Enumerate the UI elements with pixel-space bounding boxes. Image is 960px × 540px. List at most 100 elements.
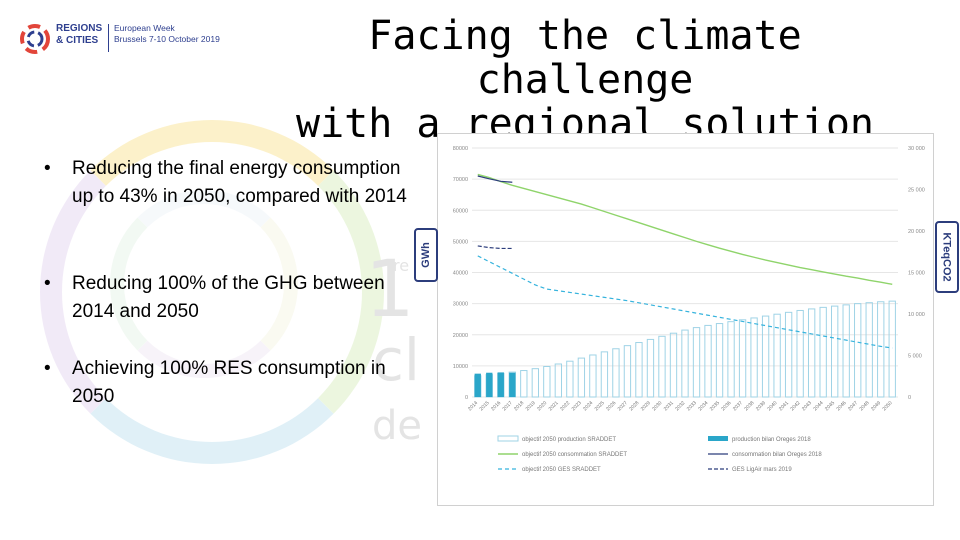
x-tick-label: 2035	[709, 400, 721, 412]
x-tick-label: 2025	[594, 400, 606, 412]
x-tick-label: 2050	[882, 400, 894, 412]
legend-label: GES LigAir mars 2019	[732, 467, 792, 473]
background-word-fragment: cl	[372, 326, 421, 394]
y-axis-left-label-text: GWh	[420, 242, 433, 268]
logo-brand-line: REGIONS	[56, 23, 103, 34]
x-tick-label: 2014	[467, 400, 479, 412]
x-tick-label: 2049	[870, 400, 882, 412]
x-tick-label: 2018	[513, 400, 525, 412]
bar-production-target	[877, 301, 885, 398]
x-tick-label: 2029	[640, 400, 652, 412]
x-tick-label: 2021	[548, 400, 560, 412]
x-tick-label: 2030	[651, 400, 663, 412]
slide-title: Facing the climate challenge with a regi…	[250, 14, 920, 146]
y-right-tick-label: 5 000	[908, 354, 922, 360]
bar-production-target	[589, 354, 597, 398]
y-right-tick-label: 25 000	[908, 188, 925, 194]
bar-production-target	[819, 306, 827, 398]
logo-brand: REGIONS & CITIES	[56, 23, 120, 47]
bar-production-target	[646, 338, 655, 398]
logo-event: European Week Brussels 7-10 October 2019	[114, 23, 224, 45]
y-left-tick-label: 0	[465, 395, 468, 401]
bar-production-target	[704, 324, 712, 398]
x-tick-label: 2024	[582, 400, 594, 412]
energy-chart: 0 10000 20000 30000 40000 50000 60000 70000 8000…	[437, 133, 934, 506]
logo-event-line: European Week	[114, 23, 175, 33]
bar-production-target	[635, 342, 643, 398]
bar-production-target	[577, 357, 586, 398]
background-word-fragment: de	[372, 403, 422, 449]
x-tick-label: 2022	[559, 400, 571, 412]
bar-production-target	[566, 360, 574, 398]
bar-production-target	[738, 319, 747, 398]
bullet-dot: •	[44, 358, 51, 379]
y-right-tick-label: 10 000	[908, 312, 925, 318]
x-tick-label: 2019	[525, 400, 537, 412]
x-tick-label: 2023	[571, 400, 583, 412]
y-right-tick-label: 15 000	[908, 271, 925, 277]
bullet-item: • Achieving 100% RES consumption in 2050	[44, 355, 412, 411]
x-tick-label: 2042	[789, 400, 801, 412]
bar-production-target	[807, 308, 816, 398]
x-tick-label: 2027	[617, 400, 629, 412]
y-left-tick-label: 40000	[453, 271, 468, 277]
bar-production-target	[600, 351, 609, 398]
bar-production-target	[669, 332, 678, 398]
x-tick-label: 2026	[605, 400, 617, 412]
bar-production-target	[842, 304, 850, 398]
x-tick-label: 2038	[743, 400, 755, 412]
x-tick-label: 2020	[536, 400, 548, 412]
bullet-dot: •	[44, 158, 51, 179]
background-number: 1	[365, 245, 415, 335]
series-consumption-actual	[477, 175, 513, 183]
bullet-item: • Reducing the final energy consumption …	[44, 155, 412, 211]
y-right-tick-label: 30 000	[908, 146, 925, 152]
series-ghg-ligair	[477, 245, 513, 250]
bar-production-actual	[509, 372, 516, 397]
legend-label: production bilan Oreges 2018	[732, 437, 811, 443]
bar-production-actual	[486, 372, 493, 397]
legend-label: consommation bilan Oreges 2018	[732, 452, 822, 458]
x-tick-label: 2028	[628, 400, 640, 412]
legend-label: objectif 2050 GES SRADDET	[522, 467, 601, 473]
y-left-tick-label: 10000	[453, 364, 468, 370]
legend-label: objectif 2050 production SRADDET	[522, 437, 616, 443]
x-tick-label: 2043	[801, 400, 813, 412]
regions-cities-logo: REGIONS & CITIES European Week Brussels …	[18, 16, 220, 60]
x-tick-label: 2045	[824, 400, 836, 412]
bar-production-target	[623, 345, 632, 398]
y-axis-right-label: KTeqCO2	[935, 221, 959, 293]
x-tick-label: 2037	[732, 400, 744, 412]
y-left-tick-label: 20000	[453, 333, 468, 339]
bar-production-target	[854, 303, 862, 398]
logo-separator	[108, 24, 109, 52]
y-left-tick-label: 30000	[453, 302, 468, 308]
slide-title-line: Facing the climate challenge	[368, 13, 802, 103]
x-tick-label: 2033	[686, 400, 698, 412]
x-tick-label: 2048	[859, 400, 871, 412]
x-tick-label: 2015	[479, 400, 491, 412]
legend-label: objectif 2050 consommation SRADDET	[522, 452, 627, 458]
y-right-tick-label: 0	[908, 395, 911, 401]
bar-production-target	[531, 368, 539, 398]
bar-production-target	[784, 311, 793, 398]
y-left-tick-label: 50000	[453, 239, 468, 245]
bar-production-target	[715, 323, 724, 398]
bar-production-actual	[474, 373, 481, 397]
bar-production-target	[554, 363, 563, 398]
x-tick-label: 2032	[674, 400, 686, 412]
x-tick-label: 2040	[766, 400, 778, 412]
legend-swatch	[497, 435, 519, 442]
bullet-text: Achieving 100% RES consumption in 2050	[72, 358, 386, 407]
bar-production-actual	[497, 372, 504, 397]
bar-production-target	[761, 315, 770, 398]
series-consumption-target	[477, 173, 893, 286]
series-ghg-target	[477, 255, 893, 349]
chart-canvas: 0 10000 20000 30000 40000 50000 60000 70000 8000…	[453, 146, 925, 473]
y-left-tick-label: 80000	[453, 146, 468, 152]
x-tick-label: 2017	[502, 400, 514, 412]
background-superscript: re	[393, 256, 410, 275]
bullet-text: Reducing 100% of the GHG between 2014 an…	[72, 273, 385, 322]
logo-brand-line: & CITIES	[56, 35, 99, 46]
bar-production-target	[543, 365, 551, 398]
